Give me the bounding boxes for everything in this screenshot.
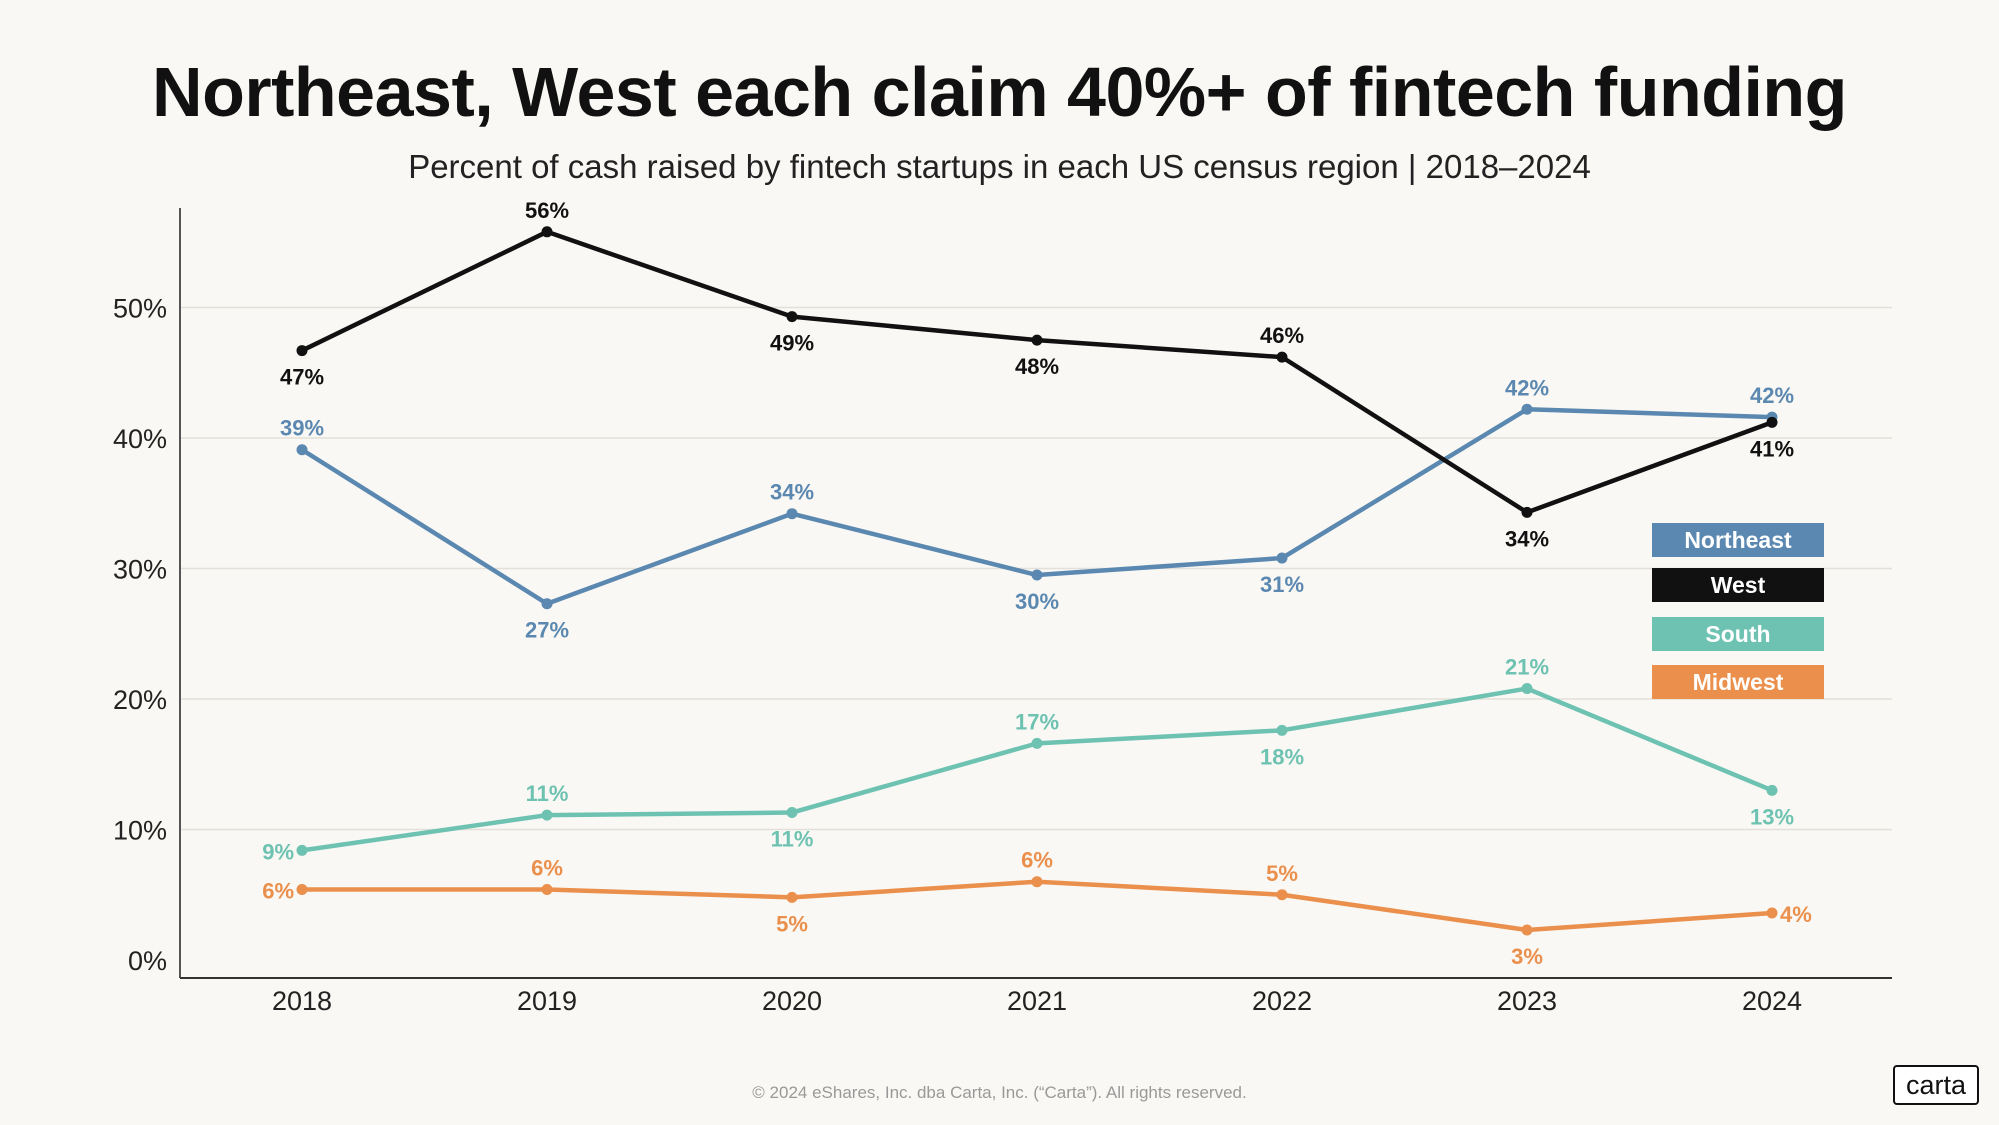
data-label-south: 11% xyxy=(526,781,569,806)
data-label-midwest: 6% xyxy=(262,879,294,904)
data-point-south xyxy=(1276,724,1288,736)
y-tick-label: 50% xyxy=(113,294,167,324)
legend-label-northeast: Northeast xyxy=(1684,527,1792,553)
data-point-south xyxy=(1031,737,1043,749)
series-line-midwest xyxy=(299,879,1775,933)
y-tick-label: 0% xyxy=(128,946,167,976)
data-point-west xyxy=(1766,416,1778,428)
data-label-midwest: 3% xyxy=(1511,944,1543,969)
data-point-south xyxy=(786,807,798,819)
data-label-midwest: 5% xyxy=(1266,861,1298,886)
data-label-northeast: 27% xyxy=(525,618,569,643)
data-point-midwest xyxy=(296,884,308,896)
data-label-south: 17% xyxy=(1015,709,1059,734)
legend-label-midwest: Midwest xyxy=(1693,669,1784,695)
data-label-northeast: 34% xyxy=(770,480,814,505)
data-point-west xyxy=(1031,334,1043,346)
data-point-west xyxy=(1276,351,1288,363)
legend-swatch-south xyxy=(1652,617,1824,651)
x-tick-label: 2022 xyxy=(1252,986,1312,1016)
x-tick-label: 2018 xyxy=(272,986,332,1016)
data-point-west xyxy=(786,311,798,323)
y-tick-label: 20% xyxy=(113,685,167,715)
legend-label-west: West xyxy=(1711,572,1766,598)
data-point-west xyxy=(541,226,553,238)
data-point-northeast xyxy=(1031,569,1043,581)
data-label-south: 13% xyxy=(1750,804,1794,829)
data-label-west: 48% xyxy=(1015,354,1059,379)
data-label-south: 18% xyxy=(1260,744,1304,769)
data-point-south xyxy=(541,809,553,821)
chart-subtitle: Percent of cash raised by fintech startu… xyxy=(408,148,1591,185)
data-label-northeast: 31% xyxy=(1260,572,1304,597)
data-point-northeast xyxy=(541,598,553,610)
data-point-south xyxy=(1521,683,1533,695)
x-tick-label: 2023 xyxy=(1497,986,1557,1016)
data-label-midwest: 6% xyxy=(1021,848,1053,873)
data-point-west xyxy=(1521,506,1533,518)
data-point-south xyxy=(296,844,308,856)
data-point-northeast xyxy=(1276,552,1288,564)
data-label-west: 41% xyxy=(1750,436,1794,461)
y-tick-label: 30% xyxy=(113,555,167,585)
data-point-south xyxy=(1766,784,1778,796)
y-tick-label: 40% xyxy=(113,424,167,454)
data-point-midwest xyxy=(786,891,798,903)
data-point-northeast xyxy=(1521,403,1533,415)
data-point-midwest xyxy=(1766,907,1778,919)
data-label-south: 21% xyxy=(1505,655,1549,680)
x-tick-label: 2019 xyxy=(517,986,577,1016)
data-label-northeast: 42% xyxy=(1750,383,1794,408)
legend-label-south: South xyxy=(1705,621,1770,647)
data-label-west: 47% xyxy=(280,365,324,390)
data-point-northeast xyxy=(296,444,308,456)
y-tick-label: 10% xyxy=(113,816,167,846)
x-tick-label: 2020 xyxy=(762,986,822,1016)
data-point-west xyxy=(296,345,308,357)
legend-swatch-midwest xyxy=(1652,665,1824,699)
data-label-midwest: 4% xyxy=(1780,902,1812,927)
legend-swatch-west xyxy=(1652,568,1824,602)
legend-swatch-northeast xyxy=(1652,523,1824,557)
data-point-midwest xyxy=(1276,889,1288,901)
x-tick-label: 2021 xyxy=(1007,986,1067,1016)
data-label-south: 9% xyxy=(262,839,294,864)
copyright-footer: © 2024 eShares, Inc. dba Carta, Inc. (“C… xyxy=(752,1083,1247,1102)
data-label-midwest: 5% xyxy=(776,911,808,936)
data-label-northeast: 42% xyxy=(1505,375,1549,400)
data-label-south: 11% xyxy=(771,827,814,852)
carta-logo: carta xyxy=(1893,1065,1979,1105)
data-label-northeast: 39% xyxy=(280,416,324,441)
data-label-west: 56% xyxy=(525,198,569,223)
data-point-midwest xyxy=(541,884,553,896)
data-label-northeast: 30% xyxy=(1015,589,1059,614)
data-point-midwest xyxy=(1521,924,1533,936)
data-label-west: 46% xyxy=(1260,323,1304,348)
data-label-midwest: 6% xyxy=(531,856,563,881)
data-point-midwest xyxy=(1031,876,1043,888)
data-label-west: 34% xyxy=(1505,526,1549,551)
x-tick-label: 2024 xyxy=(1742,986,1802,1016)
chart-title: Northeast, West each claim 40%+ of finte… xyxy=(152,53,1847,131)
data-label-west: 49% xyxy=(770,331,814,356)
data-point-northeast xyxy=(786,508,798,520)
